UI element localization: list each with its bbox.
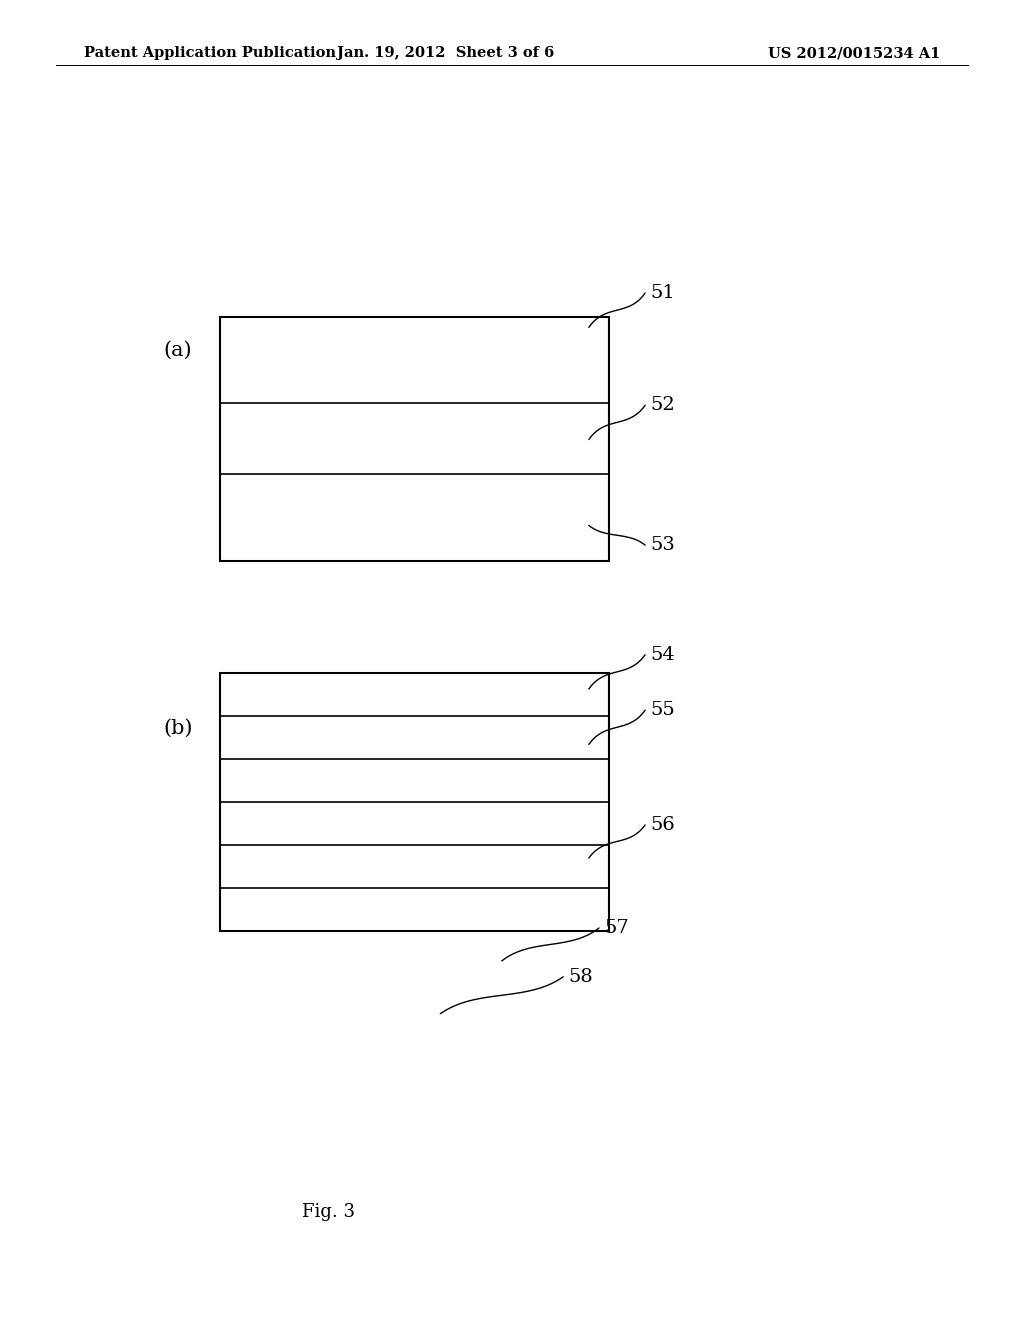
Text: 55: 55 xyxy=(650,701,675,719)
Text: 51: 51 xyxy=(650,284,675,302)
Text: 54: 54 xyxy=(650,645,675,664)
Bar xyxy=(220,673,609,931)
Text: Patent Application Publication: Patent Application Publication xyxy=(84,46,336,61)
Text: (b): (b) xyxy=(164,719,194,738)
Text: 57: 57 xyxy=(604,919,629,937)
Text: 52: 52 xyxy=(650,396,675,414)
Text: 58: 58 xyxy=(568,968,593,986)
Text: (a): (a) xyxy=(164,341,193,359)
Text: 56: 56 xyxy=(650,816,675,834)
Text: Fig. 3: Fig. 3 xyxy=(302,1203,355,1221)
Bar xyxy=(220,317,609,561)
Text: 53: 53 xyxy=(650,536,675,554)
Text: US 2012/0015234 A1: US 2012/0015234 A1 xyxy=(768,46,940,61)
Text: Jan. 19, 2012  Sheet 3 of 6: Jan. 19, 2012 Sheet 3 of 6 xyxy=(337,46,554,61)
